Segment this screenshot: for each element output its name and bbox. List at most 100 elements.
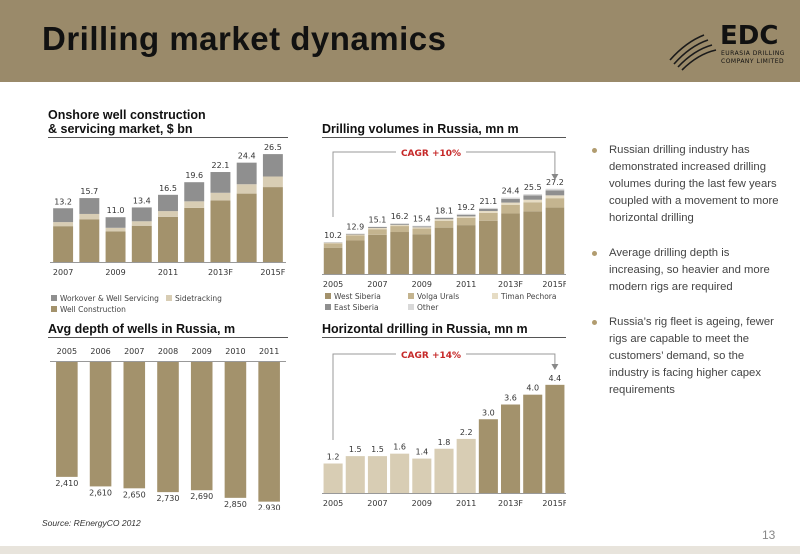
bar-horizontal-7 bbox=[478, 419, 498, 493]
bar-segment-onshore-0-2 bbox=[105, 231, 126, 262]
x-tick-label-onshore-3: 2013F bbox=[208, 268, 233, 277]
bar-segment-volumes-1-0 bbox=[323, 243, 343, 248]
bar-segment-volumes-4-6 bbox=[456, 213, 476, 215]
x-tick-label-depth-1: 2006 bbox=[90, 347, 110, 356]
volumes-cagr-box bbox=[396, 144, 466, 160]
data-label-onshore-5: 19.6 bbox=[185, 171, 203, 180]
header-bar: Drilling market dynamics EDC EURASIA DRI… bbox=[0, 0, 800, 82]
horizontal-cagr-box bbox=[396, 346, 466, 362]
bar-segment-volumes-1-9 bbox=[523, 202, 543, 212]
legend-onshore-sidetracking-swatch bbox=[166, 295, 172, 301]
data-label-volumes-9: 25.5 bbox=[524, 183, 542, 192]
bar-horizontal-5 bbox=[434, 448, 454, 493]
bar-segment-volumes-2-9 bbox=[523, 199, 543, 203]
horizontal-chart-title: Horizontal drilling in Russia, mn m bbox=[322, 322, 528, 336]
bullet-item: Average drilling depth is increasing, so… bbox=[592, 245, 782, 296]
bar-segment-volumes-2-7 bbox=[479, 211, 498, 213]
legend-volumes-other-swatch bbox=[408, 304, 414, 310]
bar-segment-onshore-2-1 bbox=[79, 198, 100, 214]
data-label-onshore-0: 13.2 bbox=[54, 197, 72, 206]
bar-segment-onshore-2-2 bbox=[105, 217, 126, 228]
bar-depth-4 bbox=[190, 362, 213, 491]
bar-segment-volumes-0-4 bbox=[412, 234, 432, 274]
bar-horizontal-2 bbox=[367, 456, 387, 493]
bar-segment-onshore-2-3 bbox=[131, 207, 152, 222]
bar-segment-onshore-1-2 bbox=[105, 227, 126, 232]
bar-segment-onshore-1-3 bbox=[131, 221, 152, 226]
bar-segment-volumes-1-3 bbox=[390, 226, 409, 233]
bar-segment-onshore-1-1 bbox=[79, 213, 100, 220]
x-tick-label-onshore-2: 2011 bbox=[158, 268, 178, 277]
data-label-horizontal-1: 1.5 bbox=[349, 445, 362, 454]
bar-segment-onshore-1-6 bbox=[210, 192, 231, 201]
bar-segment-volumes-3-7 bbox=[479, 208, 498, 212]
x-tick-label-volumes-1: 2007 bbox=[367, 280, 387, 289]
x-tick-label-horizontal-2: 2009 bbox=[412, 499, 432, 508]
bar-segment-volumes-2-6 bbox=[456, 216, 476, 218]
data-label-volumes-4: 15.4 bbox=[413, 215, 431, 224]
data-label-volumes-5: 18.1 bbox=[435, 206, 453, 215]
bullet-dot-icon bbox=[592, 251, 597, 256]
bar-segment-onshore-2-5 bbox=[184, 182, 205, 202]
x-tick-label-depth-5: 2010 bbox=[225, 347, 245, 356]
company-logo: EDC EURASIA DRILLING COMPANY LIMITED bbox=[669, 21, 784, 71]
data-label-horizontal-4: 1.4 bbox=[415, 448, 428, 457]
bar-segment-volumes-0-7 bbox=[479, 220, 498, 274]
legend-onshore-workover-swatch bbox=[51, 295, 57, 301]
data-label-horizontal-10: 4.4 bbox=[549, 374, 562, 383]
legend-volumes-volga-urals-swatch bbox=[408, 293, 414, 299]
bar-segment-onshore-0-5 bbox=[184, 207, 205, 262]
bar-segment-volumes-0-10 bbox=[545, 207, 565, 274]
page-title: Drilling market dynamics bbox=[42, 20, 447, 57]
data-label-depth-1: 2,610 bbox=[89, 488, 112, 497]
bar-segment-onshore-1-8 bbox=[262, 176, 283, 188]
x-tick-label-depth-2: 2007 bbox=[124, 347, 144, 356]
bar-segment-volumes-4-9 bbox=[523, 194, 543, 196]
bar-segment-onshore-0-4 bbox=[158, 216, 178, 262]
bar-segment-volumes-2-0 bbox=[323, 242, 343, 244]
bar-segment-onshore-1-7 bbox=[236, 184, 257, 194]
footer-strip bbox=[0, 546, 800, 554]
data-label-onshore-2: 11.0 bbox=[107, 206, 125, 215]
bar-segment-onshore-0-7 bbox=[236, 193, 257, 262]
legend-onshore-construction-swatch bbox=[51, 306, 57, 312]
bar-segment-volumes-3-6 bbox=[456, 214, 476, 217]
data-label-onshore-1: 15.7 bbox=[80, 187, 98, 196]
bar-segment-volumes-1-1 bbox=[345, 235, 365, 241]
bar-segment-volumes-0-1 bbox=[345, 240, 365, 274]
x-tick-label-depth-4: 2009 bbox=[192, 347, 212, 356]
logo-text: EDC bbox=[720, 21, 778, 51]
bar-segment-volumes-4-3 bbox=[390, 223, 409, 224]
bar-segment-onshore-1-4 bbox=[158, 211, 178, 217]
horizontal-title-rule bbox=[322, 337, 566, 338]
volumes-cagr-label: CAGR +10% bbox=[401, 149, 461, 159]
bar-segment-volumes-1-5 bbox=[434, 220, 454, 228]
bar-segment-volumes-2-2 bbox=[368, 227, 387, 230]
bar-segment-onshore-0-1 bbox=[79, 219, 100, 262]
bar-segment-onshore-2-4 bbox=[158, 194, 178, 212]
bar-segment-volumes-0-8 bbox=[501, 213, 520, 274]
volumes-cagr-arrow-icon bbox=[551, 174, 559, 180]
legend-volumes-west-siberia: West Siberia bbox=[334, 292, 381, 301]
bar-segment-volumes-0-6 bbox=[456, 225, 476, 274]
bar-horizontal-10 bbox=[545, 384, 565, 493]
bar-segment-onshore-0-3 bbox=[131, 225, 152, 262]
bar-depth-0 bbox=[56, 362, 78, 477]
bullet-list: Russian drilling industry has demonstrat… bbox=[592, 142, 782, 417]
page-number: 13 bbox=[762, 528, 776, 542]
bullet-dot-icon bbox=[592, 320, 597, 325]
bar-segment-volumes-0-0 bbox=[323, 247, 343, 274]
x-tick-label-onshore-0: 2007 bbox=[53, 268, 73, 277]
onshore-title-line-1: Onshore well construction bbox=[48, 108, 206, 122]
onshore-chart-title: Onshore well construction & servicing ma… bbox=[48, 108, 206, 136]
x-tick-label-volumes-2: 2009 bbox=[412, 280, 432, 289]
source-note: Source: REnergyCO 2012 bbox=[42, 518, 141, 528]
legend-volumes-east-siberia-swatch bbox=[325, 304, 331, 310]
drilling-volumes-chart: 10.2 12.9 15.1 16.2 15.4 18.1 19.2 21.1 24.4 25.5… bbox=[322, 144, 566, 312]
legend-volumes-timan-pechora-swatch bbox=[492, 293, 498, 299]
bar-segment-volumes-4-7 bbox=[479, 207, 498, 209]
bar-segment-volumes-1-7 bbox=[479, 212, 498, 221]
bar-segment-volumes-2-3 bbox=[390, 224, 409, 227]
bar-segment-volumes-4-8 bbox=[501, 197, 520, 199]
bar-segment-volumes-0-3 bbox=[390, 232, 409, 274]
